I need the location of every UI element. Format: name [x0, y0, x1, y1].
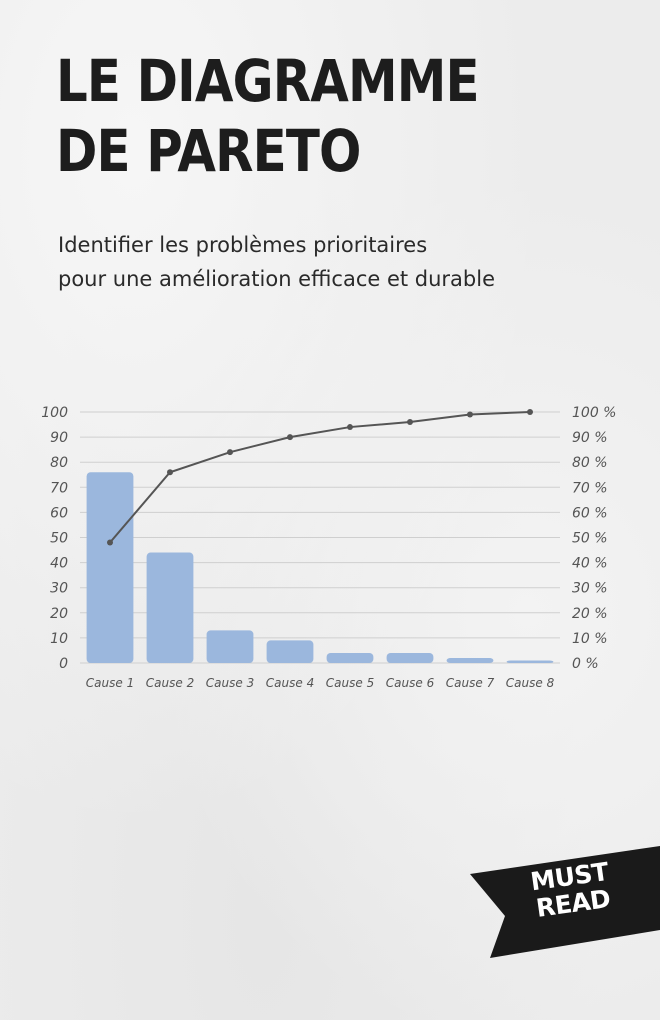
x-tick-label: Cause 6 [386, 676, 435, 690]
bar [86, 472, 134, 663]
pareto-chart: 0 10 20 30 40 50 60 70 80 90 100 0 % 10 % 20 % 30 % 40… [41, 405, 616, 690]
cumulative-point [527, 409, 533, 415]
subtitle-line-1: Identifier les problèmes prioritaires [58, 233, 428, 257]
y2-tick-label: 0 % [572, 656, 599, 672]
bar [446, 657, 494, 663]
bar [386, 652, 434, 663]
cumulative-point [107, 539, 113, 546]
y-tick-label: 80 [50, 455, 68, 471]
y-tick-label: 70 [50, 480, 68, 496]
right-axis-ticks: 0 % 10 % 20 % 30 % 40 % 50 % 60 % 70 % 80 % 90 % 1… [572, 405, 616, 672]
cumulative-line [109, 411, 531, 544]
y2-tick-label: 70 % [572, 480, 608, 496]
left-axis-ticks: 0 10 20 30 40 50 60 70 80 90 100 [41, 405, 68, 672]
cumulative-point [287, 434, 293, 441]
y2-tick-label: 80 % [572, 455, 608, 471]
category-axis-labels: Cause 1 Cause 2 Cause 3 Cause 4 Cause 5 Cause… [86, 676, 555, 690]
cumulative-point [167, 469, 173, 476]
y2-tick-label: 40 % [572, 556, 608, 572]
y-tick-label: 60 [50, 505, 68, 521]
x-tick-label: Cause 1 [86, 676, 134, 690]
cumulative-point [407, 419, 413, 426]
book-title: LE DIAGRAMME DE PARETO [56, 46, 480, 186]
y-tick-label: 50 [50, 531, 68, 547]
y2-tick-label: 60 % [572, 505, 608, 521]
cumulative-line-series [107, 409, 533, 546]
bar [146, 552, 194, 663]
y-tick-label: 100 [41, 405, 68, 421]
title-line-1: LE DIAGRAMME [56, 47, 480, 115]
y-tick-label: 20 [50, 606, 68, 622]
x-tick-label: Cause 5 [326, 676, 374, 690]
y2-tick-label: 10 % [572, 631, 608, 647]
cumulative-point [227, 449, 233, 456]
y-tick-label: 90 [50, 430, 68, 446]
x-tick-label: Cause 3 [206, 676, 254, 690]
subtitle-line-2: pour une amélioration efficace et durabl… [58, 267, 496, 291]
bar [506, 660, 554, 663]
x-tick-label: Cause 2 [146, 676, 194, 690]
bar [266, 640, 314, 663]
title-line-2: DE PARETO [56, 117, 361, 185]
y-tick-label: 40 [50, 556, 68, 572]
bar [206, 630, 254, 663]
x-tick-label: Cause 7 [446, 676, 495, 690]
y2-tick-label: 30 % [572, 581, 608, 597]
cumulative-point [347, 424, 353, 431]
x-tick-label: Cause 8 [506, 676, 555, 690]
y-tick-label: 0 [59, 656, 68, 672]
badge-label: MUST READ [520, 857, 623, 924]
bar [326, 652, 374, 663]
y2-tick-label: 20 % [572, 606, 608, 622]
y2-tick-label: 100 % [572, 405, 616, 421]
y2-tick-label: 50 % [572, 531, 608, 547]
y-tick-label: 10 [50, 631, 68, 647]
cumulative-point [467, 411, 473, 418]
book-subtitle: Identifier les problèmes prioritaires po… [58, 228, 495, 296]
y-tick-label: 30 [50, 581, 68, 597]
bar-series [86, 472, 554, 663]
x-tick-label: Cause 4 [266, 676, 314, 690]
y2-tick-label: 90 % [572, 430, 608, 446]
